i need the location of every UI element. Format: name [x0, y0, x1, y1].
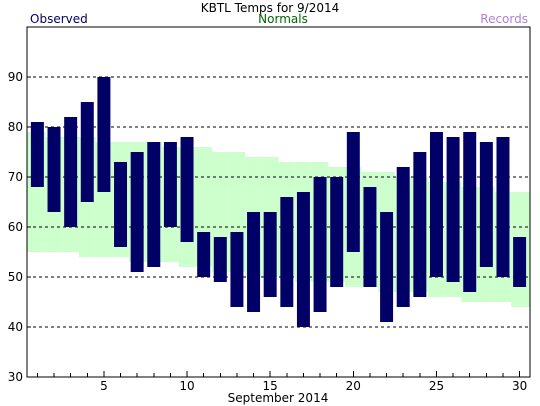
observed-temp-bar	[496, 137, 510, 277]
observed-temp-bar	[413, 152, 427, 297]
observed-temp-bar	[180, 137, 194, 242]
y-tick-label: 50	[8, 270, 23, 284]
observed-temp-bar	[429, 132, 443, 277]
observed-temp-bar	[479, 142, 493, 267]
plot-frame	[26, 26, 531, 378]
observed-temp-bar	[330, 177, 344, 287]
legend-observed: Observed	[30, 12, 88, 26]
x-tick-label: 15	[263, 379, 278, 393]
observed-temp-bar	[296, 192, 310, 327]
observed-temp-bar	[513, 237, 527, 287]
observed-temp-bar	[363, 187, 377, 287]
y-tick-label: 40	[8, 320, 23, 334]
y-tick-label: 70	[8, 170, 23, 184]
axes: 30 40 50 60 70 80 90 5 10 15 20 25 30	[8, 26, 531, 393]
observed-temp-bar	[463, 132, 477, 292]
x-axis-title: September 2014	[228, 391, 329, 405]
observed-temp-bar	[64, 117, 78, 227]
observed-temp-bar	[47, 127, 61, 212]
observed-temp-bar	[230, 232, 244, 307]
observed-temp-bar	[396, 167, 410, 307]
observed-bar-series	[30, 77, 527, 327]
observed-temp-bar	[80, 102, 94, 202]
y-tick-label: 30	[8, 370, 23, 384]
observed-temp-bar	[114, 162, 128, 247]
y-tick-label: 80	[8, 120, 23, 134]
y-tick-label: 60	[8, 220, 23, 234]
observed-temp-bar	[163, 142, 177, 227]
observed-temp-bar	[97, 77, 111, 192]
observed-temp-bar	[263, 212, 277, 297]
x-tick-label: 25	[429, 379, 444, 393]
observed-temp-bar	[346, 132, 360, 252]
observed-temp-bar	[30, 122, 44, 187]
observed-temp-bar	[446, 137, 460, 282]
chart-title: KBTL Temps for 9/2014	[201, 1, 340, 15]
observed-temp-bar	[130, 152, 144, 272]
observed-temp-bar	[380, 212, 394, 322]
observed-temp-bar	[313, 177, 327, 312]
legend-normals: Normals	[258, 12, 308, 26]
observed-temp-bar	[280, 197, 294, 307]
y-tick-label: 90	[8, 70, 23, 84]
x-tick-label: 10	[179, 379, 194, 393]
legend-records: Records	[480, 12, 528, 26]
observed-temp-bar	[247, 212, 261, 312]
x-tick-label: 20	[346, 379, 361, 393]
x-tick-label: 5	[100, 379, 108, 393]
observed-temp-bar	[213, 237, 227, 282]
observed-temp-bar	[197, 232, 211, 277]
x-tick-label: 30	[512, 379, 527, 393]
observed-temp-bar	[147, 142, 161, 267]
